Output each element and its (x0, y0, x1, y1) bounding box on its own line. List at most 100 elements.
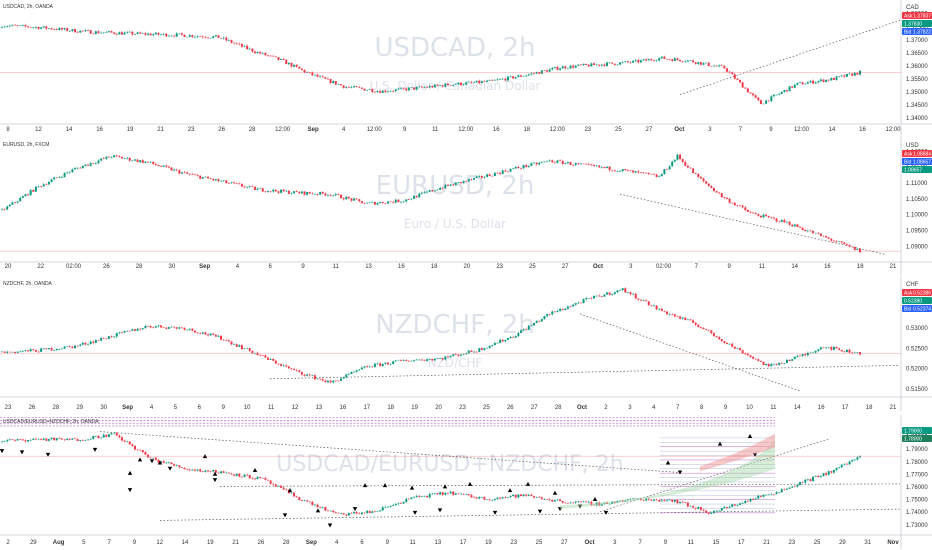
candle-body (546, 160, 549, 162)
candle-body (220, 180, 223, 182)
candle-body (160, 34, 163, 36)
candle-body (559, 160, 562, 162)
candle-body (118, 435, 121, 438)
candle-body (705, 329, 708, 330)
candle-body (326, 78, 329, 80)
candle-body (806, 352, 809, 356)
candle-body (551, 311, 554, 315)
x-tick-label: 12 (35, 127, 42, 133)
x-tick-label: 21 (890, 405, 897, 411)
candle-body (413, 195, 416, 199)
candle-body (540, 497, 543, 500)
candle-body (332, 510, 335, 513)
candle-body (564, 502, 567, 504)
candle-body (394, 199, 397, 203)
candle-body (460, 182, 462, 184)
candle-body (347, 87, 350, 88)
x-tick-label: 11 (333, 264, 340, 270)
candle-body (647, 301, 650, 306)
candle-body (762, 495, 765, 497)
candle-body (209, 37, 212, 39)
candle-body (812, 80, 815, 84)
candle-body (519, 494, 522, 497)
buy-signal-icon (137, 457, 143, 462)
price-badge-label: Ask (904, 151, 913, 157)
candle-body (793, 486, 796, 488)
candle-body (368, 366, 371, 368)
x-tick-label: 29 (839, 540, 846, 546)
price-badge-value: 1.37830 (904, 21, 922, 27)
candle-body (313, 504, 316, 506)
candle-body (251, 48, 254, 52)
candle-body (778, 93, 781, 95)
candle-body (253, 478, 256, 480)
candle-body (233, 474, 236, 476)
candle-body (603, 294, 606, 297)
y-tick-label: 1.37000 (906, 38, 928, 44)
candle-body (243, 186, 246, 188)
candle-body (272, 483, 275, 485)
candle-body (600, 166, 603, 168)
candle-body (157, 32, 160, 35)
candle-body (733, 346, 736, 349)
candle-body (27, 26, 30, 28)
candle-body (600, 64, 603, 66)
candle-body (144, 161, 147, 163)
candle-body (838, 348, 841, 350)
candle-body (47, 181, 50, 185)
candle-body (76, 345, 79, 347)
candle-body (298, 192, 301, 194)
candle-body (355, 86, 358, 88)
candle-body (58, 438, 61, 439)
candle-body (118, 32, 121, 35)
candle-body (413, 496, 416, 498)
candle-body (848, 73, 851, 75)
candle-body (431, 86, 434, 88)
price-badge-value: 1.78000 (904, 436, 922, 442)
candle-body (74, 29, 77, 33)
candle-body (569, 502, 572, 504)
candle-body (34, 438, 37, 440)
candle-body (720, 65, 723, 67)
candle-body (415, 359, 418, 361)
candle-body (699, 327, 702, 328)
candle-body (825, 79, 828, 82)
candle-body (689, 319, 692, 321)
x-tick-label: 16 (96, 127, 103, 133)
candle-body (230, 341, 233, 345)
candle-body (246, 186, 249, 188)
candle-body (676, 58, 679, 60)
candle-body (772, 94, 775, 97)
candle-body (673, 58, 676, 61)
x-tick-label: 12 (292, 405, 299, 411)
candle-body (368, 202, 371, 203)
candle-body (572, 164, 575, 166)
candle-body (264, 355, 267, 358)
candle-body (128, 441, 131, 445)
candle-body (788, 487, 791, 489)
candle-body (358, 369, 361, 371)
candle-body (110, 336, 113, 338)
candle-body (209, 471, 212, 472)
candle-body (705, 181, 708, 184)
candle-body (611, 501, 614, 504)
candle-body (267, 55, 269, 56)
candle-body (775, 218, 778, 222)
x-tick-label: 9 (664, 540, 668, 546)
candle-body (663, 500, 666, 502)
candle-body (193, 330, 196, 333)
buy-signal-icon (315, 508, 321, 513)
candle-body (274, 360, 277, 364)
candle-body (402, 359, 405, 361)
candle-body (160, 461, 163, 463)
candle-body (689, 506, 692, 507)
candle-body (475, 351, 478, 353)
candle-body (647, 172, 650, 174)
candle-body (606, 502, 609, 504)
candle-body (334, 380, 337, 382)
candle-body (6, 206, 9, 210)
candle-body (527, 165, 530, 167)
candle-body (186, 329, 189, 331)
x-tick-label: 27 (561, 540, 568, 546)
candle-body (84, 342, 87, 345)
